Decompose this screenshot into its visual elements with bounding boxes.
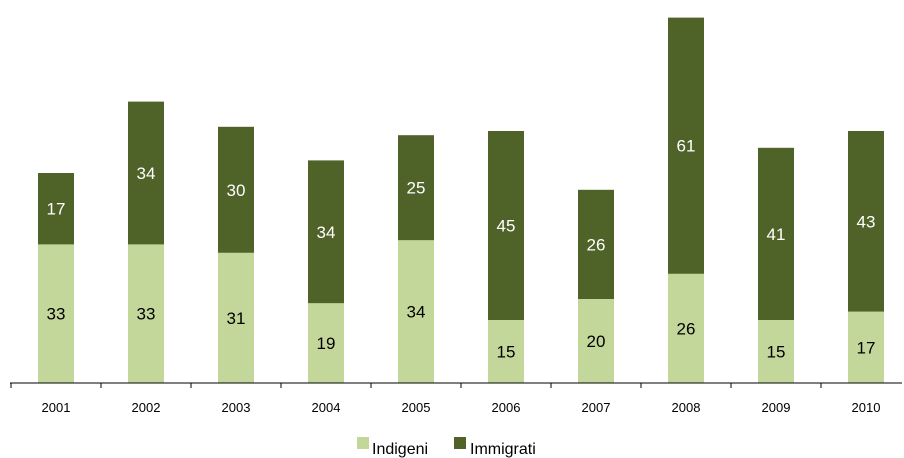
data-label-indigeni-2003: 31 <box>227 309 246 328</box>
legend: Indigeni Immigrati <box>357 437 536 458</box>
bar-indigeni-2008 <box>668 273 704 383</box>
data-label-immigrati-2007: 26 <box>587 235 606 254</box>
bar-immigrati-2005 <box>398 135 434 241</box>
data-label-indigeni-2006: 15 <box>497 343 516 362</box>
bar-immigrati-2010 <box>848 131 884 312</box>
bar-immigrati-2004 <box>308 160 344 304</box>
data-label-immigrati-2010: 43 <box>857 212 876 231</box>
data-label-immigrati-2008: 61 <box>677 137 696 156</box>
bar-indigeni-2002 <box>128 244 164 383</box>
data-labels-group: 33 17 33 34 31 30 19 34 34 25 15 45 20 26 26 61 15 41 17 43 <box>47 137 876 362</box>
bar-immigrati-2007 <box>578 189 614 299</box>
data-label-indigeni-2002: 33 <box>137 305 156 324</box>
data-label-indigeni-2009: 15 <box>767 343 786 362</box>
data-label-indigeni-2008: 26 <box>677 319 696 338</box>
x-tick-label-2010: 2010 <box>852 400 881 415</box>
legend-swatch-immigrati <box>454 437 466 449</box>
x-ticks-group: 2001 2002 2003 2004 2005 2006 2007 2008 2009 2010 <box>10 383 881 415</box>
data-label-immigrati-2009: 41 <box>767 225 786 244</box>
data-label-immigrati-2002: 34 <box>137 164 156 183</box>
x-tick-label-2006: 2006 <box>492 400 521 415</box>
data-label-immigrati-2001: 17 <box>47 200 66 219</box>
data-label-indigeni-2004: 19 <box>317 334 336 353</box>
data-label-immigrati-2003: 30 <box>227 181 246 200</box>
x-tick-label-2004: 2004 <box>312 400 341 415</box>
bar-indigeni-2006 <box>488 320 524 383</box>
bar-indigeni-2003 <box>218 252 254 383</box>
data-label-indigeni-2010: 17 <box>857 338 876 357</box>
data-label-immigrati-2006: 45 <box>497 217 516 236</box>
bar-indigeni-2004 <box>308 303 344 383</box>
bar-immigrati-2009 <box>758 147 794 320</box>
data-label-immigrati-2004: 34 <box>317 223 336 242</box>
data-label-indigeni-2007: 20 <box>587 332 606 351</box>
legend-label-indigeni: Indigeni <box>372 441 428 458</box>
x-tick-label-2009: 2009 <box>762 400 791 415</box>
bar-indigeni-2009 <box>758 320 794 383</box>
x-tick-label-2008: 2008 <box>672 400 701 415</box>
x-tick-label-2002: 2002 <box>132 400 161 415</box>
x-tick-label-2007: 2007 <box>582 400 611 415</box>
legend-label-immigrati: Immigrati <box>470 441 536 458</box>
bar-immigrati-2003 <box>218 126 254 253</box>
bar-immigrati-2008 <box>668 17 704 274</box>
bars-group <box>38 17 884 383</box>
bar-indigeni-2007 <box>578 299 614 383</box>
x-tick-label-2001: 2001 <box>42 400 71 415</box>
data-label-indigeni-2005: 34 <box>407 303 426 322</box>
data-label-indigeni-2001: 33 <box>47 305 66 324</box>
bar-immigrati-2006 <box>488 131 524 320</box>
bar-immigrati-2001 <box>38 173 74 245</box>
x-tick-label-2005: 2005 <box>402 400 431 415</box>
bar-immigrati-2002 <box>128 101 164 245</box>
x-tick-label-2003: 2003 <box>222 400 251 415</box>
bar-indigeni-2001 <box>38 244 74 383</box>
data-label-immigrati-2005: 25 <box>407 179 426 198</box>
bar-indigeni-2010 <box>848 311 884 383</box>
bar-indigeni-2005 <box>398 240 434 383</box>
legend-swatch-indigeni <box>357 437 369 449</box>
